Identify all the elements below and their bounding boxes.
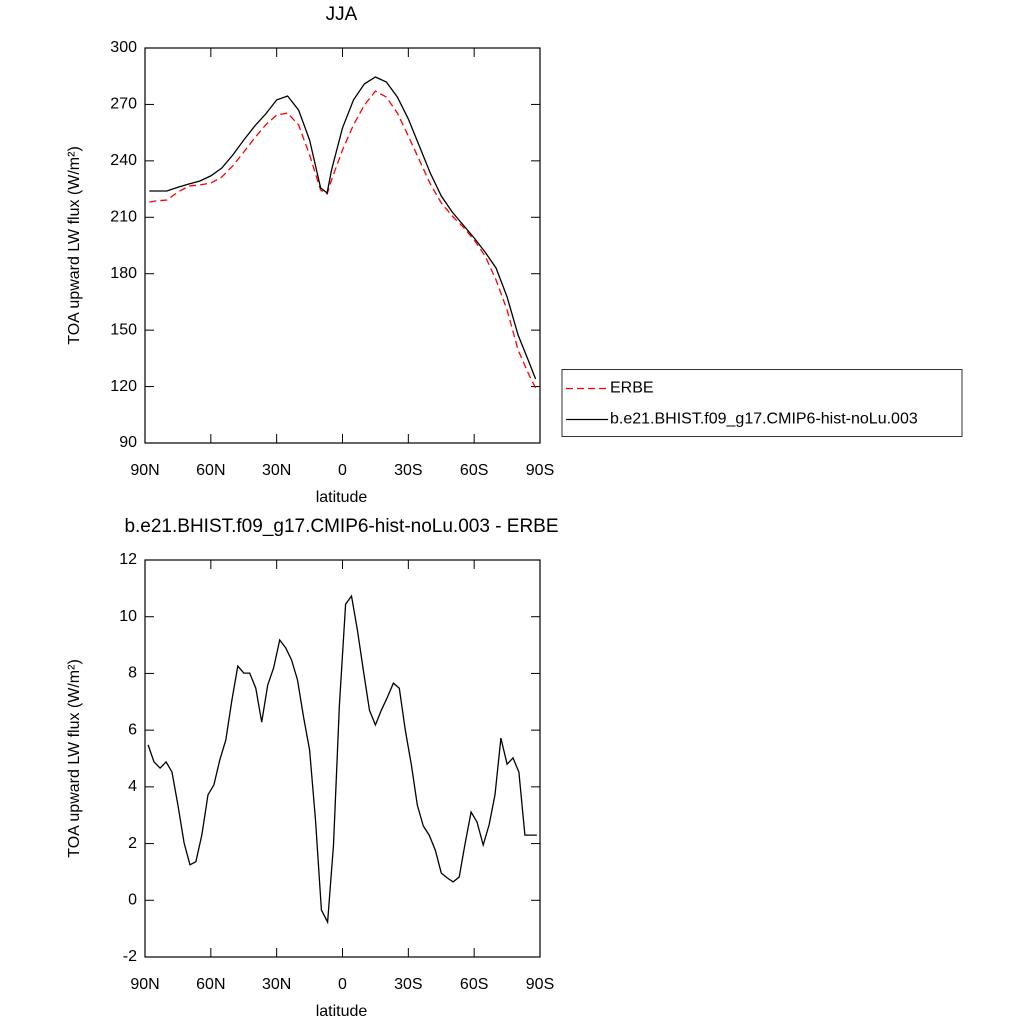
x-tick-label: 30S [394, 976, 422, 993]
x-tick-label: 60S [460, 462, 488, 479]
y-axis-label: TOA upward LW flux (W/m²) [66, 659, 83, 858]
legend-box [561, 369, 963, 437]
x-tick-label: 60S [460, 976, 488, 993]
data-line [149, 76, 537, 380]
y-tick-label: 8 [128, 665, 137, 682]
x-tick-label: 90N [130, 976, 159, 993]
x-tick-label: 90N [130, 462, 159, 479]
y-tick-label: 6 [128, 721, 137, 738]
x-tick-label: 30N [262, 462, 291, 479]
y-tick-label: 90 [119, 434, 137, 451]
x-tick-label: 60N [196, 462, 225, 479]
x-tick-label: 0 [338, 462, 347, 479]
y-tick-label: 180 [110, 265, 137, 282]
y-tick-label: 2 [128, 835, 137, 852]
data-line [149, 90, 537, 389]
x-tick-label: 30S [394, 462, 422, 479]
x-tick-label: 0 [338, 976, 347, 993]
x-tick-label: 60N [196, 976, 225, 993]
data-line [147, 594, 537, 925]
y-tick-label: 12 [119, 551, 137, 568]
x-tick-label: 90S [526, 462, 554, 479]
x-tick-label: 30N [262, 976, 291, 993]
y-tick-label: 270 [110, 96, 137, 113]
legend-label: b.e21.BHIST.f09_g17.CMIP6-hist-noLu.003 [610, 411, 918, 428]
y-axis-label: TOA upward LW flux (W/m²) [66, 146, 83, 345]
y-tick-label: 0 [128, 892, 137, 909]
y-tick-label: -2 [123, 948, 137, 965]
y-tick-label: 210 [110, 209, 137, 226]
y-tick-label: 150 [110, 321, 137, 338]
y-tick-label: 300 [110, 39, 137, 56]
chart-title: JJA [326, 4, 358, 25]
y-tick-label: 120 [110, 378, 137, 395]
y-tick-label: 4 [128, 778, 137, 795]
plot-frame [144, 559, 541, 958]
x-axis-label: latitude [316, 489, 368, 506]
x-tick-label: 90S [526, 976, 554, 993]
y-tick-label: 240 [110, 152, 137, 169]
chart-title: b.e21.BHIST.f09_g17.CMIP6-hist-noLu.003 … [124, 516, 558, 537]
legend-label: ERBE [610, 380, 654, 397]
y-tick-label: 10 [119, 608, 137, 625]
x-axis-label: latitude [316, 1003, 368, 1020]
